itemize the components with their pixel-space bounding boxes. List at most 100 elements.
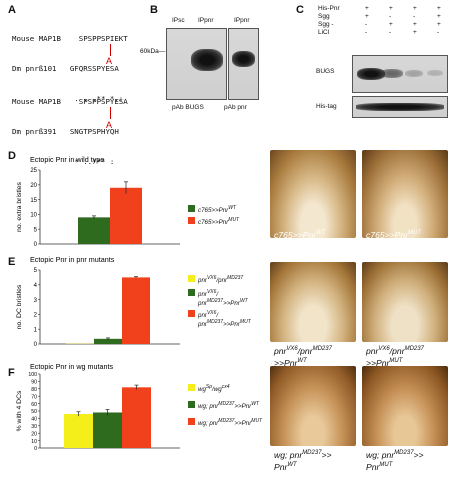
alignment-2: Mouse MAP1B SPSPPSPYESA Dm pnrß391 SNGTP…: [12, 77, 128, 177]
condition-mark: +: [365, 13, 369, 20]
bar: [93, 412, 122, 448]
y-tick-label: 1: [34, 327, 38, 333]
y-axis-label: no. DC bristles: [16, 284, 23, 329]
sequence: SNGTPSPHYQH: [69, 127, 119, 136]
y-tick-label: 40: [31, 417, 37, 423]
chart-title: Ectopic Pnr in wild type: [30, 155, 104, 164]
photo-caption: c765>>PnrWT: [274, 229, 326, 240]
antibody-label: pAb BUGS: [172, 104, 204, 111]
conservation: . . .** *.:: [74, 94, 124, 103]
panel-label-d: D: [8, 150, 16, 162]
photo-caption: c765>>PnrMUT: [366, 229, 422, 240]
photo-caption: wg; pnrMD237>> PnrWT: [274, 449, 332, 472]
legend-entry: wg; pnrMD237>>PnrMUT: [198, 418, 263, 428]
sequence: GFQRSSPYESA: [69, 64, 119, 73]
blot-label: BUGS: [316, 68, 335, 75]
thorax-photo: [362, 262, 448, 342]
sequence: SPSPPSPIEKT: [78, 34, 128, 43]
species-label: Mouse MAP1B: [12, 34, 61, 43]
legend-swatch: [188, 217, 195, 224]
sequence: SPSPPSPYESA: [78, 97, 128, 106]
legend-entry: pnrVX6/pnrMD237: [198, 275, 244, 285]
y-tick-label: 60: [31, 402, 37, 408]
legend-entry: c765>>PnrMUT: [198, 217, 240, 227]
legend-entry: c765>>PnrWT: [198, 205, 237, 215]
condition-mark: -: [365, 21, 368, 28]
blot-band: [191, 49, 223, 71]
row-label: Sgg: [318, 13, 330, 20]
species-label: Mouse MAP1B: [12, 97, 61, 106]
panel-label-e: E: [8, 256, 16, 268]
bar: [64, 413, 93, 448]
legend-entry: wg; pnrMD237>>PnrWT: [198, 401, 260, 411]
condition-mark: +: [437, 21, 441, 28]
western-blot-pnr: [228, 28, 259, 100]
bar: [122, 387, 151, 448]
mutation-line: [110, 44, 111, 56]
legend-swatch: [188, 205, 195, 212]
condition-mark: -: [437, 29, 440, 36]
condition-mark: +: [365, 5, 369, 12]
row-label: His-Pnr: [318, 5, 340, 12]
y-tick-label: 50: [31, 409, 37, 415]
western-blot-bugs-c: [352, 55, 448, 93]
y-tick-label: 15: [30, 198, 37, 204]
lane-label: IPpnr: [234, 17, 250, 24]
y-tick-label: 2: [34, 313, 38, 319]
row-label: Sgg -: [318, 21, 334, 28]
panel-label-b: B: [150, 4, 158, 16]
y-tick-label: 0: [34, 342, 38, 348]
mutation-label: A: [106, 120, 113, 130]
y-axis-label: no. extra bristles: [16, 181, 23, 231]
condition-mark: -: [365, 29, 368, 36]
condition-mark: +: [413, 5, 417, 12]
chart-d: Ectopic Pnr in wild type 0 5 10 15 20 25 no. ex…: [16, 155, 180, 248]
thorax-photo: [362, 150, 448, 238]
species-label: Dm pnrß101: [12, 64, 57, 73]
y-tick-label: 20: [30, 183, 37, 189]
panel-label-f: F: [8, 367, 15, 379]
chart-title: Ectopic Pnr in pnr mutants: [30, 255, 115, 264]
western-blot-bugs: [166, 28, 227, 100]
bar: [94, 338, 122, 344]
row-label: LiCl: [318, 29, 330, 36]
bar: [122, 277, 150, 344]
thorax-photo: [270, 150, 356, 238]
y-tick-label: 20: [31, 431, 37, 437]
blot-band: [356, 103, 444, 111]
condition-mark: -: [389, 13, 392, 20]
legend-entry: pnrVX6/pnrMD237>>PnrMUT: [198, 310, 251, 329]
condition-mark: +: [389, 5, 393, 12]
condition-mark: +: [437, 13, 441, 20]
lane-label: IPsc: [172, 17, 185, 24]
y-tick-label: 80: [31, 387, 37, 393]
blot-band: [357, 68, 385, 80]
legend-entry: wgSp/wgcx4: [198, 384, 230, 394]
thorax-photo: [270, 262, 356, 342]
y-tick-label: 4: [34, 283, 38, 289]
bar: [110, 187, 142, 244]
bar: [78, 217, 110, 244]
conservation: * ..*** :: [74, 157, 115, 166]
y-tick-label: 90: [31, 380, 37, 386]
mw-marker: 60kDa—: [140, 48, 166, 55]
legend-swatch: [188, 289, 195, 296]
thorax-photo: [270, 366, 356, 446]
species-label: Dm pnrß391: [12, 127, 57, 136]
y-tick-label: 10: [30, 213, 37, 219]
thorax-photo: [362, 366, 448, 446]
blot-label: His-tag: [316, 103, 337, 110]
legend-swatch: [188, 275, 195, 282]
y-tick-label: 5: [34, 268, 38, 274]
mutation-line: [110, 107, 111, 119]
legend-swatch: [188, 310, 195, 317]
chart-e: Ectopic Pnr in pnr mutants 0 1 2 3 4 5 no. DC b…: [16, 255, 180, 348]
condition-mark: +: [437, 5, 441, 12]
condition-mark: -: [413, 13, 416, 20]
legend-entry: pnrVX6/pnrMD237>>PnrWT: [198, 289, 248, 308]
y-tick-label: 70: [31, 394, 37, 400]
photo-caption: wg; pnrMD237>> PnrMUT: [366, 449, 424, 472]
y-tick-label: 25: [30, 168, 37, 174]
condition-mark: +: [413, 29, 417, 36]
chart-title: Ectopic Pnr in wg mutants: [30, 362, 113, 371]
